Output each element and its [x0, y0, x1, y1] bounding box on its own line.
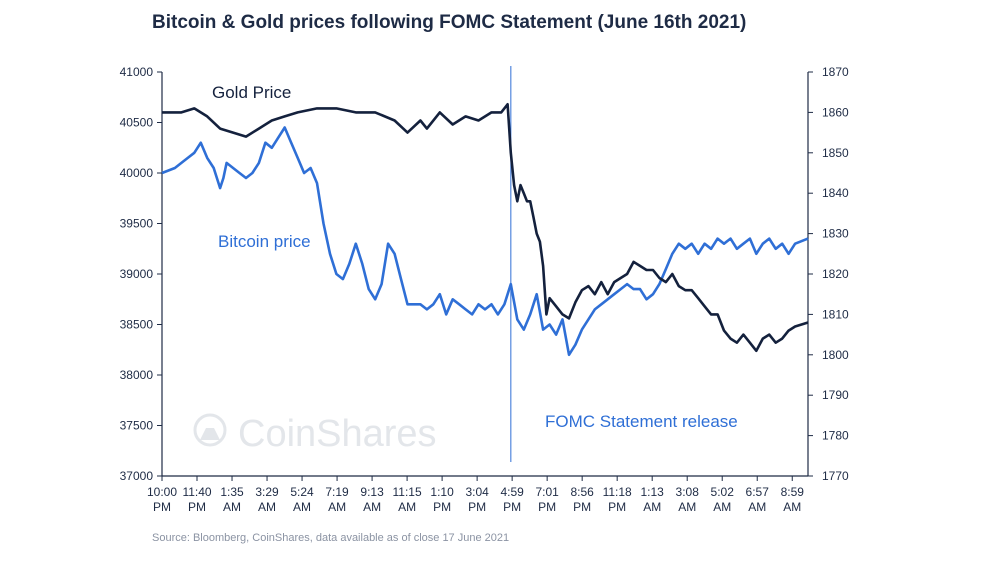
x-tick-label-ampm: PM: [433, 500, 451, 514]
gold-price-series: [162, 103, 809, 353]
coinshares-logo-mark: [200, 428, 220, 440]
x-tick-label-time: 10:00: [147, 485, 177, 499]
x-tick-label-ampm: AM: [363, 500, 381, 514]
fomc-annotation-label: FOMC Statement release: [545, 412, 738, 431]
left-tick-label: 38500: [120, 318, 154, 332]
right-tick-label: 1800: [822, 348, 849, 362]
source-note: Source: Bloomberg, CoinShares, data avai…: [152, 532, 510, 544]
x-tick-label-time: 9:13: [360, 485, 384, 499]
x-tick-label-time: 3:04: [465, 485, 489, 499]
x-tick-label-time: 8:59: [781, 485, 805, 499]
x-tick-label-time: 11:40: [182, 485, 211, 499]
chart-title: Bitcoin & Gold prices following FOMC Sta…: [152, 12, 747, 33]
gold-price-label: Gold Price: [212, 83, 291, 102]
x-tick-label-time: 1:13: [641, 485, 665, 499]
x-tick-label-ampm: PM: [573, 500, 591, 514]
left-tick-label: 39000: [120, 267, 154, 281]
x-tick-label-ampm: PM: [188, 500, 206, 514]
right-tick-label: 1810: [822, 307, 849, 321]
left-tick-label: 40000: [120, 166, 154, 180]
right-tick-label: 1840: [822, 186, 849, 200]
x-tick-label-ampm: AM: [258, 500, 276, 514]
x-tick-label-ampm: AM: [398, 500, 416, 514]
left-axis-ticks: 37000 37500 38000 38500 39000 39500 40000 40500…: [120, 65, 162, 483]
coinshares-logo-icon: [193, 413, 227, 447]
left-tick-label: 37500: [120, 419, 154, 433]
x-tick-label-time: 11:18: [603, 485, 632, 499]
x-tick-label-ampm: AM: [713, 500, 731, 514]
right-tick-label: 1870: [822, 65, 849, 79]
left-tick-label: 41000: [120, 65, 154, 79]
x-tick-label-time: 3:08: [676, 485, 700, 499]
x-tick-label-time: 5:24: [290, 485, 314, 499]
right-tick-label: 1830: [822, 227, 849, 241]
left-tick-label: 37000: [120, 469, 154, 483]
watermark-text: CoinShares: [238, 413, 437, 455]
right-tick-label: 1780: [822, 429, 849, 443]
x-tick-label-time: 7:01: [535, 485, 559, 499]
coinshares-watermark: CoinShares: [193, 413, 437, 455]
x-tick-label-time: 1:10: [430, 485, 454, 499]
x-tick-label-ampm: AM: [678, 500, 696, 514]
right-tick-label: 1850: [822, 146, 849, 160]
x-tick-label-time: 4:59: [500, 485, 524, 499]
right-axis-ticks: 1770 1780 1790 1800 1810 1820 1830 1840 1850 1860…: [808, 65, 849, 483]
x-tick-label-ampm: AM: [293, 500, 311, 514]
right-tick-label: 1860: [822, 105, 849, 119]
x-tick-label-ampm: PM: [608, 500, 626, 514]
x-tick-label-ampm: AM: [223, 500, 241, 514]
x-tick-label-time: 11:15: [393, 485, 422, 499]
left-tick-label: 38000: [120, 368, 154, 382]
x-tick-label-time: 8:56: [570, 485, 594, 499]
right-tick-label: 1790: [822, 388, 849, 402]
x-tick-label-ampm: PM: [153, 500, 171, 514]
x-tick-label-time: 6:57: [746, 485, 770, 499]
right-tick-label: 1770: [822, 469, 849, 483]
x-tick-label-time: 5:02: [711, 485, 735, 499]
left-tick-label: 39500: [120, 217, 154, 231]
x-tick-label-time: 1:35: [220, 485, 244, 499]
x-tick-label-time: 3:29: [255, 485, 279, 499]
bitcoin-price-label: Bitcoin price: [218, 232, 311, 251]
x-tick-label-time: 7:19: [325, 485, 349, 499]
bitcoin-price-series: [161, 126, 809, 357]
x-tick-label-ampm: PM: [468, 500, 486, 514]
x-axis-ticks: 10:00PM11:40PM1:35AM3:29AM5:24AM7:19AM9:…: [147, 476, 804, 514]
x-tick-label-ampm: PM: [538, 500, 556, 514]
x-tick-label-ampm: AM: [783, 500, 801, 514]
x-tick-label-ampm: AM: [328, 500, 346, 514]
left-tick-label: 40500: [120, 116, 154, 130]
right-tick-label: 1820: [822, 267, 849, 281]
x-tick-label-ampm: PM: [503, 500, 521, 514]
x-tick-label-ampm: AM: [748, 500, 766, 514]
x-tick-label-ampm: AM: [643, 500, 661, 514]
